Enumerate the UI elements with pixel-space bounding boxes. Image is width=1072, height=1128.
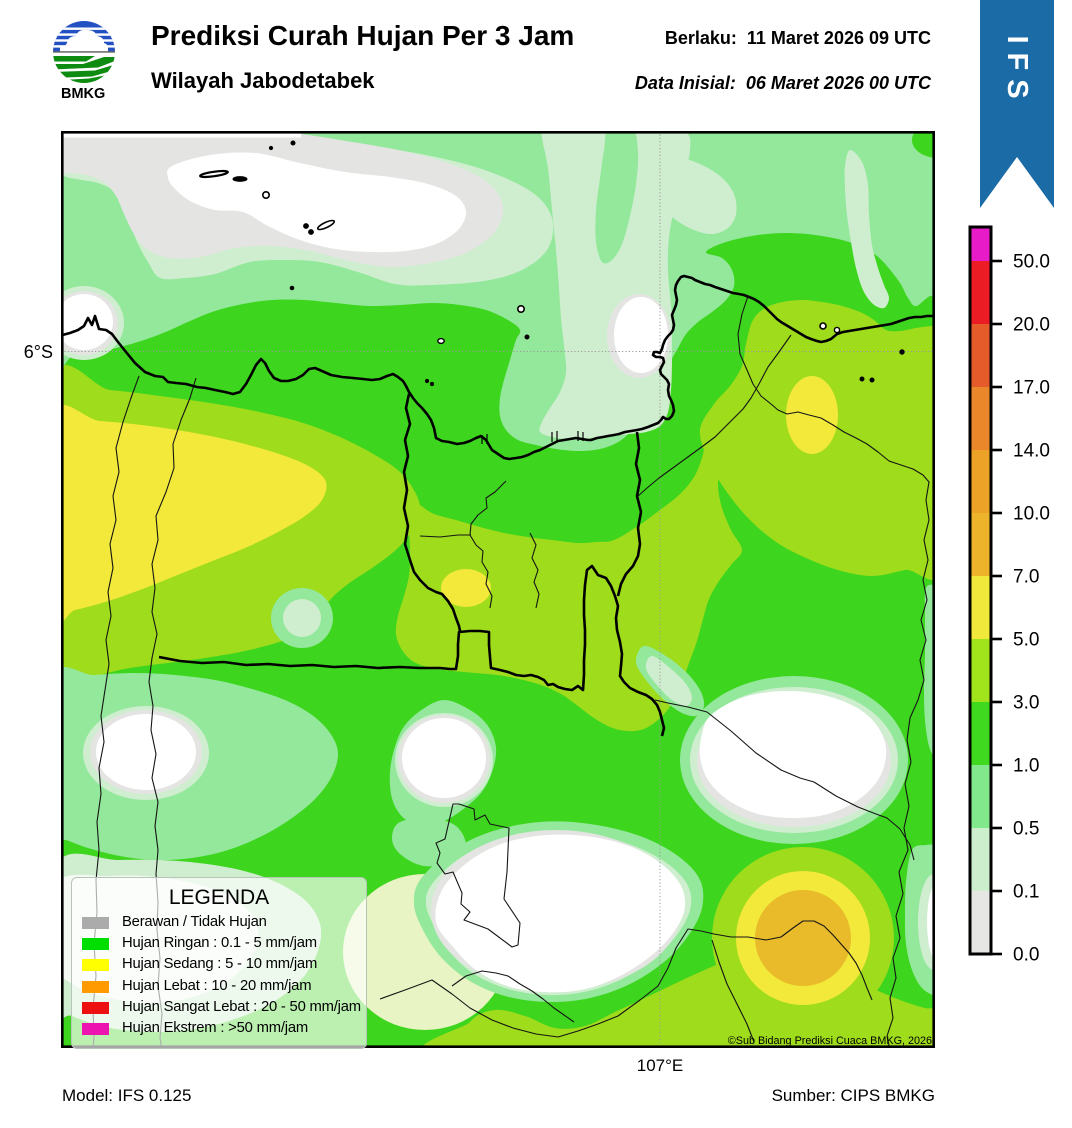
svg-text:7.0: 7.0 xyxy=(1013,567,1039,588)
svg-text:0.5: 0.5 xyxy=(1013,819,1039,840)
svg-text:17.0: 17.0 xyxy=(1013,378,1050,399)
svg-text:50.0: 50.0 xyxy=(1013,252,1050,273)
svg-text:Data Inisial: 06 Maret 2026 0: Data Inisial: 06 Maret 2026 00 UTC xyxy=(635,73,932,93)
svg-text:1.0: 1.0 xyxy=(1013,756,1039,777)
svg-text:6°S: 6°S xyxy=(24,342,53,362)
svg-text:Wilayah Jabodetabek: Wilayah Jabodetabek xyxy=(151,68,375,93)
svg-text:Sumber: CIPS BMKG: Sumber: CIPS BMKG xyxy=(772,1086,935,1105)
svg-text:Model: IFS 0.125: Model: IFS 0.125 xyxy=(62,1086,191,1105)
svg-text:0.0: 0.0 xyxy=(1013,945,1039,966)
svg-text:14.0: 14.0 xyxy=(1013,441,1050,462)
svg-text:BMKG: BMKG xyxy=(61,86,105,102)
svg-text:Berlaku: 11 Maret 2026 09 UTC: Berlaku: 11 Maret 2026 09 UTC xyxy=(665,28,931,48)
svg-text:10.0: 10.0 xyxy=(1013,504,1050,525)
svg-text:©Sub Bidang Prediksi Cuaca BMK: ©Sub Bidang Prediksi Cuaca BMKG, 2026 xyxy=(728,1035,932,1047)
svg-text:Prediksi Curah Hujan Per 3 Jam: Prediksi Curah Hujan Per 3 Jam xyxy=(151,20,574,51)
svg-text:0.1: 0.1 xyxy=(1013,882,1039,903)
svg-text:20.0: 20.0 xyxy=(1013,315,1050,336)
svg-text:5.0: 5.0 xyxy=(1013,630,1039,651)
svg-text:3.0: 3.0 xyxy=(1013,693,1039,714)
svg-text:IFS: IFS xyxy=(1001,35,1033,107)
svg-text:107°E: 107°E xyxy=(637,1056,684,1075)
